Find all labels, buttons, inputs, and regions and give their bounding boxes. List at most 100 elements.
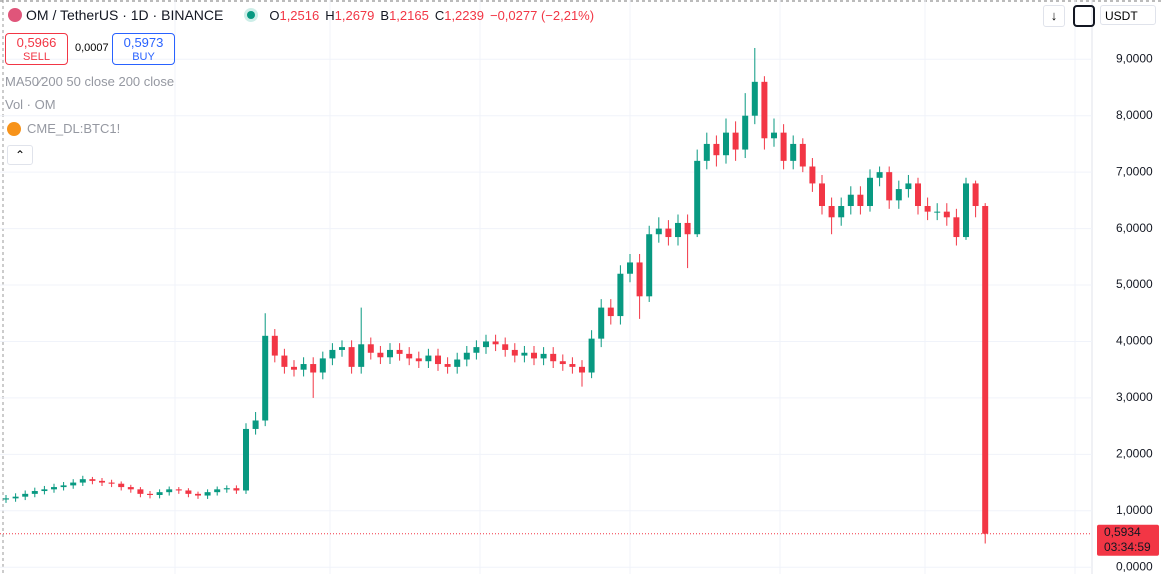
candle-body bbox=[771, 132, 777, 139]
last-price-label: 0,5934 bbox=[1104, 525, 1141, 539]
y-tick-label: 7,0000 bbox=[1116, 164, 1153, 178]
candle-body bbox=[291, 366, 297, 370]
candle-body bbox=[886, 172, 893, 201]
candle-body bbox=[895, 189, 902, 201]
download-button[interactable]: ↓ bbox=[1043, 5, 1065, 27]
candle-body bbox=[540, 353, 547, 359]
spread: 0,0007 bbox=[75, 42, 109, 54]
candle-body bbox=[454, 359, 461, 367]
candle-body bbox=[89, 479, 96, 481]
sell-price: 0,5966 bbox=[16, 35, 57, 50]
candle-body bbox=[646, 234, 653, 297]
y-tick-label: 0,0000 bbox=[1116, 559, 1153, 573]
collapse-button[interactable]: ⌃ bbox=[7, 145, 33, 165]
candle-body bbox=[233, 488, 240, 491]
ohlc-value: 1,2165 bbox=[389, 8, 429, 23]
buy-price: 0,5973 bbox=[123, 35, 164, 50]
candle-body bbox=[857, 194, 864, 207]
candle-body bbox=[425, 355, 432, 362]
ohlc-key: H bbox=[325, 8, 335, 23]
sell-label: SELL bbox=[23, 51, 50, 63]
candle-body bbox=[828, 206, 835, 218]
candle-body bbox=[579, 366, 585, 373]
buy-button[interactable]: 0,5973 BUY bbox=[112, 33, 175, 65]
candle-body bbox=[415, 358, 422, 362]
candle-body bbox=[531, 352, 537, 359]
currency-button[interactable]: USDT bbox=[1100, 5, 1156, 25]
candle-body bbox=[204, 492, 211, 496]
candle-body bbox=[175, 489, 182, 491]
ohlc-value: 1,2239 bbox=[444, 8, 484, 23]
candle-body bbox=[934, 211, 941, 213]
candle-body bbox=[617, 273, 624, 317]
candle-body bbox=[502, 344, 509, 350]
candle-body bbox=[51, 487, 57, 490]
candle-body bbox=[271, 335, 278, 356]
candle-body bbox=[41, 489, 48, 492]
candle-body bbox=[924, 206, 931, 212]
candle-body bbox=[511, 349, 518, 356]
candle-body bbox=[972, 183, 979, 207]
candle-body bbox=[703, 143, 710, 161]
candle-body bbox=[22, 493, 29, 497]
candle-body bbox=[559, 361, 566, 365]
symbol-title: OM / TetherUS · 1D · BINANCE O1,2516 H1,26… bbox=[8, 7, 594, 23]
candle-body bbox=[473, 347, 480, 353]
sell-button[interactable]: 0,5966 SELL bbox=[5, 33, 68, 65]
candle-body bbox=[742, 115, 749, 150]
candle-body bbox=[627, 262, 633, 274]
ohlc-key: C bbox=[434, 8, 445, 23]
candle-body bbox=[694, 160, 701, 235]
candle-body bbox=[70, 482, 77, 486]
y-tick-label: 3,0000 bbox=[1116, 390, 1153, 404]
candle-body bbox=[492, 341, 499, 345]
candle-body bbox=[166, 489, 173, 493]
candle-body bbox=[809, 166, 816, 184]
btc-icon bbox=[7, 122, 21, 136]
candle-body bbox=[982, 206, 989, 534]
candle-body bbox=[943, 211, 950, 218]
indicator[interactable]: Vol · OM bbox=[5, 97, 56, 112]
candle-body bbox=[521, 352, 528, 356]
candle-body bbox=[348, 347, 355, 367]
countdown: 03:34:59 bbox=[1104, 540, 1151, 554]
candle-body bbox=[243, 428, 249, 491]
candle-body bbox=[636, 262, 643, 297]
candle-body bbox=[550, 353, 557, 362]
change: −0,0277 (−2,21%) bbox=[489, 8, 595, 23]
candle-body bbox=[195, 493, 201, 496]
candle-body bbox=[329, 349, 336, 359]
candle-body bbox=[799, 143, 806, 167]
candle-body bbox=[684, 222, 691, 235]
candle-body bbox=[607, 307, 614, 317]
candle-body bbox=[406, 353, 413, 359]
indicator[interactable]: MA50⁄200 50 close 200 close bbox=[5, 74, 175, 89]
buy-label: BUY bbox=[132, 51, 155, 63]
candle-body bbox=[780, 132, 787, 161]
candle-body bbox=[118, 483, 125, 488]
y-tick-label: 9,0000 bbox=[1116, 51, 1153, 65]
fullscreen-button[interactable] bbox=[1073, 5, 1095, 27]
candle-body bbox=[377, 352, 384, 358]
candle-body bbox=[435, 355, 441, 365]
candle-body bbox=[3, 498, 9, 500]
candle-body bbox=[367, 344, 374, 353]
candle-body bbox=[713, 143, 720, 156]
ohlc-key: B bbox=[380, 8, 390, 23]
indicator[interactable]: CME_DL:BTC1! bbox=[27, 121, 121, 136]
v-grid bbox=[174, 0, 1076, 574]
candle-body bbox=[723, 132, 729, 156]
candle-body bbox=[262, 335, 269, 421]
candle-body bbox=[905, 183, 912, 190]
candle-body bbox=[387, 349, 393, 358]
candle-body bbox=[963, 183, 969, 238]
candle-body bbox=[31, 491, 38, 494]
candle-body bbox=[156, 492, 163, 495]
candle-body bbox=[751, 81, 758, 116]
candle-body bbox=[127, 487, 134, 490]
candle-body bbox=[108, 482, 115, 484]
candle-body bbox=[847, 194, 854, 207]
candle-body bbox=[281, 355, 288, 367]
